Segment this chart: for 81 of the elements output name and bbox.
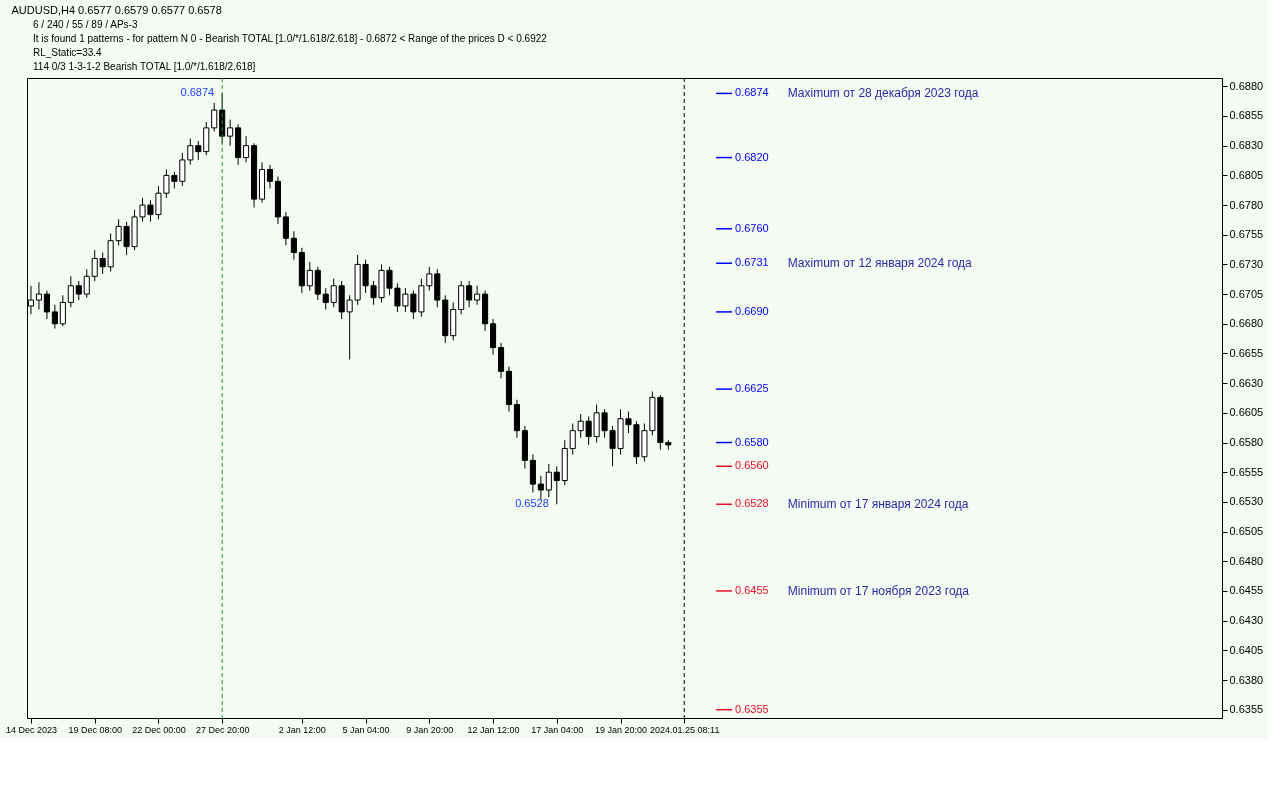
x-tick-label: 2 Jan 12:00 <box>278 724 326 735</box>
y-tick-label: 0.6380 <box>1229 673 1264 686</box>
chart-title: AUDUSD,H4 0.6577 0.6579 0.6577 0.6578 <box>11 4 222 16</box>
candlestick <box>490 318 497 356</box>
y-tick-label: 0.6755 <box>1229 228 1264 241</box>
y-tick-label: 0.6555 <box>1229 465 1264 478</box>
text: 6 / 240 / 55 / 89 / APs-3 <box>33 19 138 30</box>
text: 114 0/3 1-3-1-2 Bearish TOTAL [1.0/*/1.618/2.618] <box>33 61 256 72</box>
y-tick-label: 0.6630 <box>1229 376 1264 389</box>
y-tick-label: 0.6705 <box>1229 287 1264 300</box>
y-tick-label: 0.6780 <box>1229 198 1264 211</box>
y-tick-label: 0.6580 <box>1229 436 1264 449</box>
y-tick-label: 0.6880 <box>1229 79 1264 92</box>
annotation: Minimum от 17 ноября 2023 года <box>787 583 970 598</box>
x-tick-label: 9 Jan 20:00 <box>406 724 454 735</box>
candlestick <box>529 453 536 493</box>
candlestick <box>306 261 313 292</box>
ref-line-label: 0.6874 <box>735 86 769 99</box>
candlestick <box>314 266 321 301</box>
ref-line-label: 0.6580 <box>735 435 769 448</box>
ref-line-label: 0.6528 <box>735 497 769 510</box>
y-tick-label: 0.6680 <box>1229 317 1264 330</box>
candlestick <box>59 294 66 327</box>
candlestick <box>537 475 544 501</box>
x-tick-label: 12 Jan 12:00 <box>467 724 520 735</box>
y-tick-label: 0.6480 <box>1229 554 1264 567</box>
x-tick-label: 14 Dec 2023 <box>5 724 58 735</box>
candlestick <box>266 164 274 189</box>
candlestick <box>67 275 74 308</box>
candlestick <box>458 280 465 315</box>
candlestick <box>211 102 218 132</box>
ref-line-label: 0.6625 <box>735 382 769 395</box>
annotation: 0.6528 <box>515 497 549 510</box>
candlestick <box>43 290 50 320</box>
annotation: Minimum от 17 января 2024 года <box>787 497 969 512</box>
candlestick <box>474 285 481 306</box>
y-tick-label: 0.6455 <box>1229 584 1264 597</box>
y-tick-label: 0.6405 <box>1229 643 1264 656</box>
x-tick-label: 27 Dec 20:00 <box>195 724 250 735</box>
y-tick-label: 0.6830 <box>1229 139 1264 152</box>
candlestick <box>290 230 297 261</box>
y-tick-label: 0.6855 <box>1229 109 1264 122</box>
ref-line-label: 0.6355 <box>735 702 769 715</box>
x-tick-label: 2024.01.25 08:11 <box>650 724 720 735</box>
candlestick <box>243 135 250 163</box>
candlestick <box>227 119 234 147</box>
candlestick <box>322 287 329 311</box>
y-tick-label: 0.6505 <box>1229 525 1264 538</box>
candlestick <box>83 268 90 299</box>
y-tick-label: 0.6655 <box>1229 346 1264 359</box>
candlestick <box>466 280 473 308</box>
candlestick <box>51 304 58 330</box>
x-tick-label: 19 Jan 20:00 <box>594 724 648 735</box>
y-tick-label: 0.6430 <box>1229 614 1264 627</box>
annotation: Maximum от 28 декабря 2023 года <box>787 86 979 101</box>
ref-line-label: 0.6560 <box>735 459 769 472</box>
ref-line-label: 0.6760 <box>735 221 769 234</box>
x-tick-label: 17 Jan 04:00 <box>531 724 584 735</box>
text: RL_Static=33.4 <box>33 47 103 58</box>
y-tick-label: 0.6730 <box>1229 257 1264 270</box>
annotation: Maximum от 12 января 2024 года <box>787 256 973 271</box>
candlestick <box>282 211 289 246</box>
y-tick-label: 0.6530 <box>1229 495 1264 508</box>
y-tick-label: 0.6355 <box>1229 703 1264 716</box>
candlestick <box>497 342 505 379</box>
text: It is found 1 patterns - for pattern N 0 - Bearish TOTAL [1.0/*/1.618/2.618] - 0.6872 < Range of the prices D < 0.6922 <box>33 33 548 44</box>
ref-line-label: 0.6690 <box>735 304 769 317</box>
x-tick-label: 5 Jan 04:00 <box>342 724 390 735</box>
x-tick-label: 19 Dec 08:00 <box>68 724 122 735</box>
candlestick <box>545 463 552 498</box>
candlestick <box>75 280 82 301</box>
ref-line-label: 0.6820 <box>735 150 769 163</box>
candlestick <box>553 465 560 505</box>
ref-line-label: 0.6455 <box>735 583 769 596</box>
x-tick-label: 22 Dec 00:00 <box>132 724 186 735</box>
annotation: 0.6874 <box>180 86 215 99</box>
candlestick <box>203 121 210 156</box>
y-tick-label: 0.6805 <box>1229 168 1264 181</box>
ref-line-label: 0.6731 <box>735 256 769 269</box>
candlestick <box>35 281 42 311</box>
y-tick-label: 0.6605 <box>1229 406 1264 419</box>
